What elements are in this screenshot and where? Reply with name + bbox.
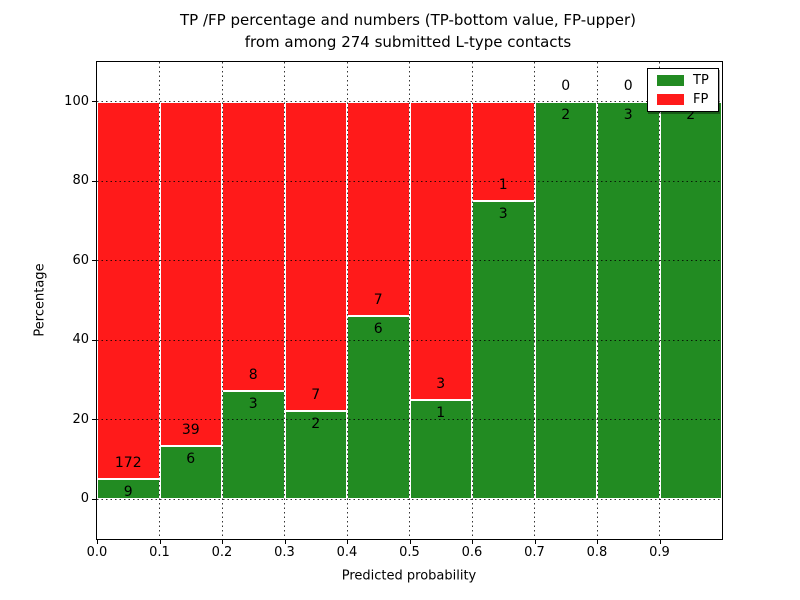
fp-count-label: 7 <box>373 291 383 308</box>
gridline-x <box>534 62 535 539</box>
tp-count-label: 9 <box>123 484 133 501</box>
y-axis-label: Percentage <box>32 263 48 337</box>
x-tick-label: 0.4 <box>336 545 358 560</box>
fp-count-label: 39 <box>181 422 200 439</box>
x-tick <box>659 539 661 544</box>
plot-area: 17293968372763113020302 0204060801000.00… <box>33 61 723 584</box>
legend-swatch-tp-icon <box>657 75 684 86</box>
bar-fp-segment <box>97 101 160 480</box>
gridline-x <box>284 62 285 539</box>
legend-label-tp: TP <box>693 73 709 88</box>
y-tick-label: 100 <box>64 93 89 109</box>
gridline-y <box>97 498 722 500</box>
x-tick-label: 0.9 <box>649 545 670 560</box>
gridline-x <box>659 62 660 539</box>
gridline-x <box>221 62 223 539</box>
y-tick-label: 60 <box>72 252 89 268</box>
tp-count-label: 2 <box>311 415 321 432</box>
legend: TP FP <box>647 68 719 112</box>
tp-count-label: 2 <box>686 106 696 123</box>
x-tick <box>159 539 161 544</box>
y-tick-label: 40 <box>72 332 89 348</box>
gridline-x <box>346 62 348 539</box>
bar-fp-segment <box>284 101 347 411</box>
x-tick-label: 0.6 <box>461 545 483 560</box>
bar-fp-segment <box>347 101 410 316</box>
bar-fp-segment <box>222 101 285 391</box>
gridline-y <box>97 101 722 103</box>
y-tick <box>92 419 96 421</box>
y-tick-label: 0 <box>80 491 89 507</box>
y-tick <box>92 498 96 500</box>
legend-swatch-fp-icon <box>657 94 684 105</box>
y-tick <box>92 101 96 103</box>
bar-tp-segment <box>659 101 722 500</box>
gridline-x <box>409 62 410 539</box>
x-tick-label: 0.8 <box>586 545 608 560</box>
tp-count-label: 1 <box>436 404 446 421</box>
bar-fp-segment <box>159 101 222 447</box>
legend-label-fp: FP <box>693 92 709 107</box>
fp-count-label: 0 <box>561 77 571 94</box>
x-tick <box>409 539 411 544</box>
gridline-y <box>97 339 722 341</box>
bar-tp-segment <box>347 315 410 500</box>
gridline-y <box>97 260 722 262</box>
legend-row-fp: FP <box>657 93 709 106</box>
x-tick <box>222 539 223 544</box>
legend-row-tp: TP <box>657 74 709 87</box>
y-tick <box>92 180 96 182</box>
fp-count-label: 7 <box>311 386 321 403</box>
bar-tp-segment <box>597 101 660 500</box>
bar-fp-segment <box>409 101 472 400</box>
x-tick-label: 0.3 <box>274 545 295 560</box>
chart-title-line2: from among 274 submitted L-type contacts <box>244 33 572 51</box>
tp-count-label: 3 <box>498 206 508 223</box>
x-tick-label: 0.0 <box>86 545 108 560</box>
x-tick <box>347 539 348 544</box>
x-tick-label: 0.7 <box>524 545 545 560</box>
y-tick-label: 20 <box>72 411 89 427</box>
gridline-y <box>97 419 722 421</box>
y-tick-label: 80 <box>72 173 89 189</box>
chart-title: TP /FP percentage and numbers (TP-bottom… <box>8 9 800 53</box>
bar-tp-segment <box>534 101 597 500</box>
fp-count-label: 172 <box>114 455 142 472</box>
y-tick <box>92 260 96 262</box>
tp-count-label: 2 <box>561 106 571 123</box>
x-tick-label: 0.1 <box>149 545 170 560</box>
fp-count-label: 8 <box>248 366 258 383</box>
bar-tp-segment <box>472 201 535 500</box>
x-tick <box>597 539 598 544</box>
fp-count-label: 1 <box>498 177 508 194</box>
tp-count-label: 3 <box>623 106 633 123</box>
x-tick <box>97 539 98 544</box>
tp-count-label: 3 <box>248 395 258 412</box>
fp-count-label: 3 <box>436 375 446 392</box>
x-tick <box>284 539 286 544</box>
tp-count-label: 6 <box>186 451 196 468</box>
gridline-y <box>97 180 722 182</box>
chart-title-line1: TP /FP percentage and numbers (TP-bottom… <box>180 11 636 29</box>
x-tick <box>472 539 473 544</box>
x-tick <box>534 539 536 544</box>
x-axis-label: Predicted probability <box>341 568 477 584</box>
bar-tp-segment <box>409 399 472 500</box>
gridline-x <box>471 62 473 539</box>
gridline-x <box>596 62 598 539</box>
x-tick-label: 0.5 <box>399 545 420 560</box>
y-tick <box>92 339 96 341</box>
fp-count-label: 0 <box>623 77 633 94</box>
gridline-x <box>159 62 160 539</box>
x-tick-label: 0.2 <box>211 545 233 560</box>
tp-count-label: 6 <box>373 320 383 337</box>
